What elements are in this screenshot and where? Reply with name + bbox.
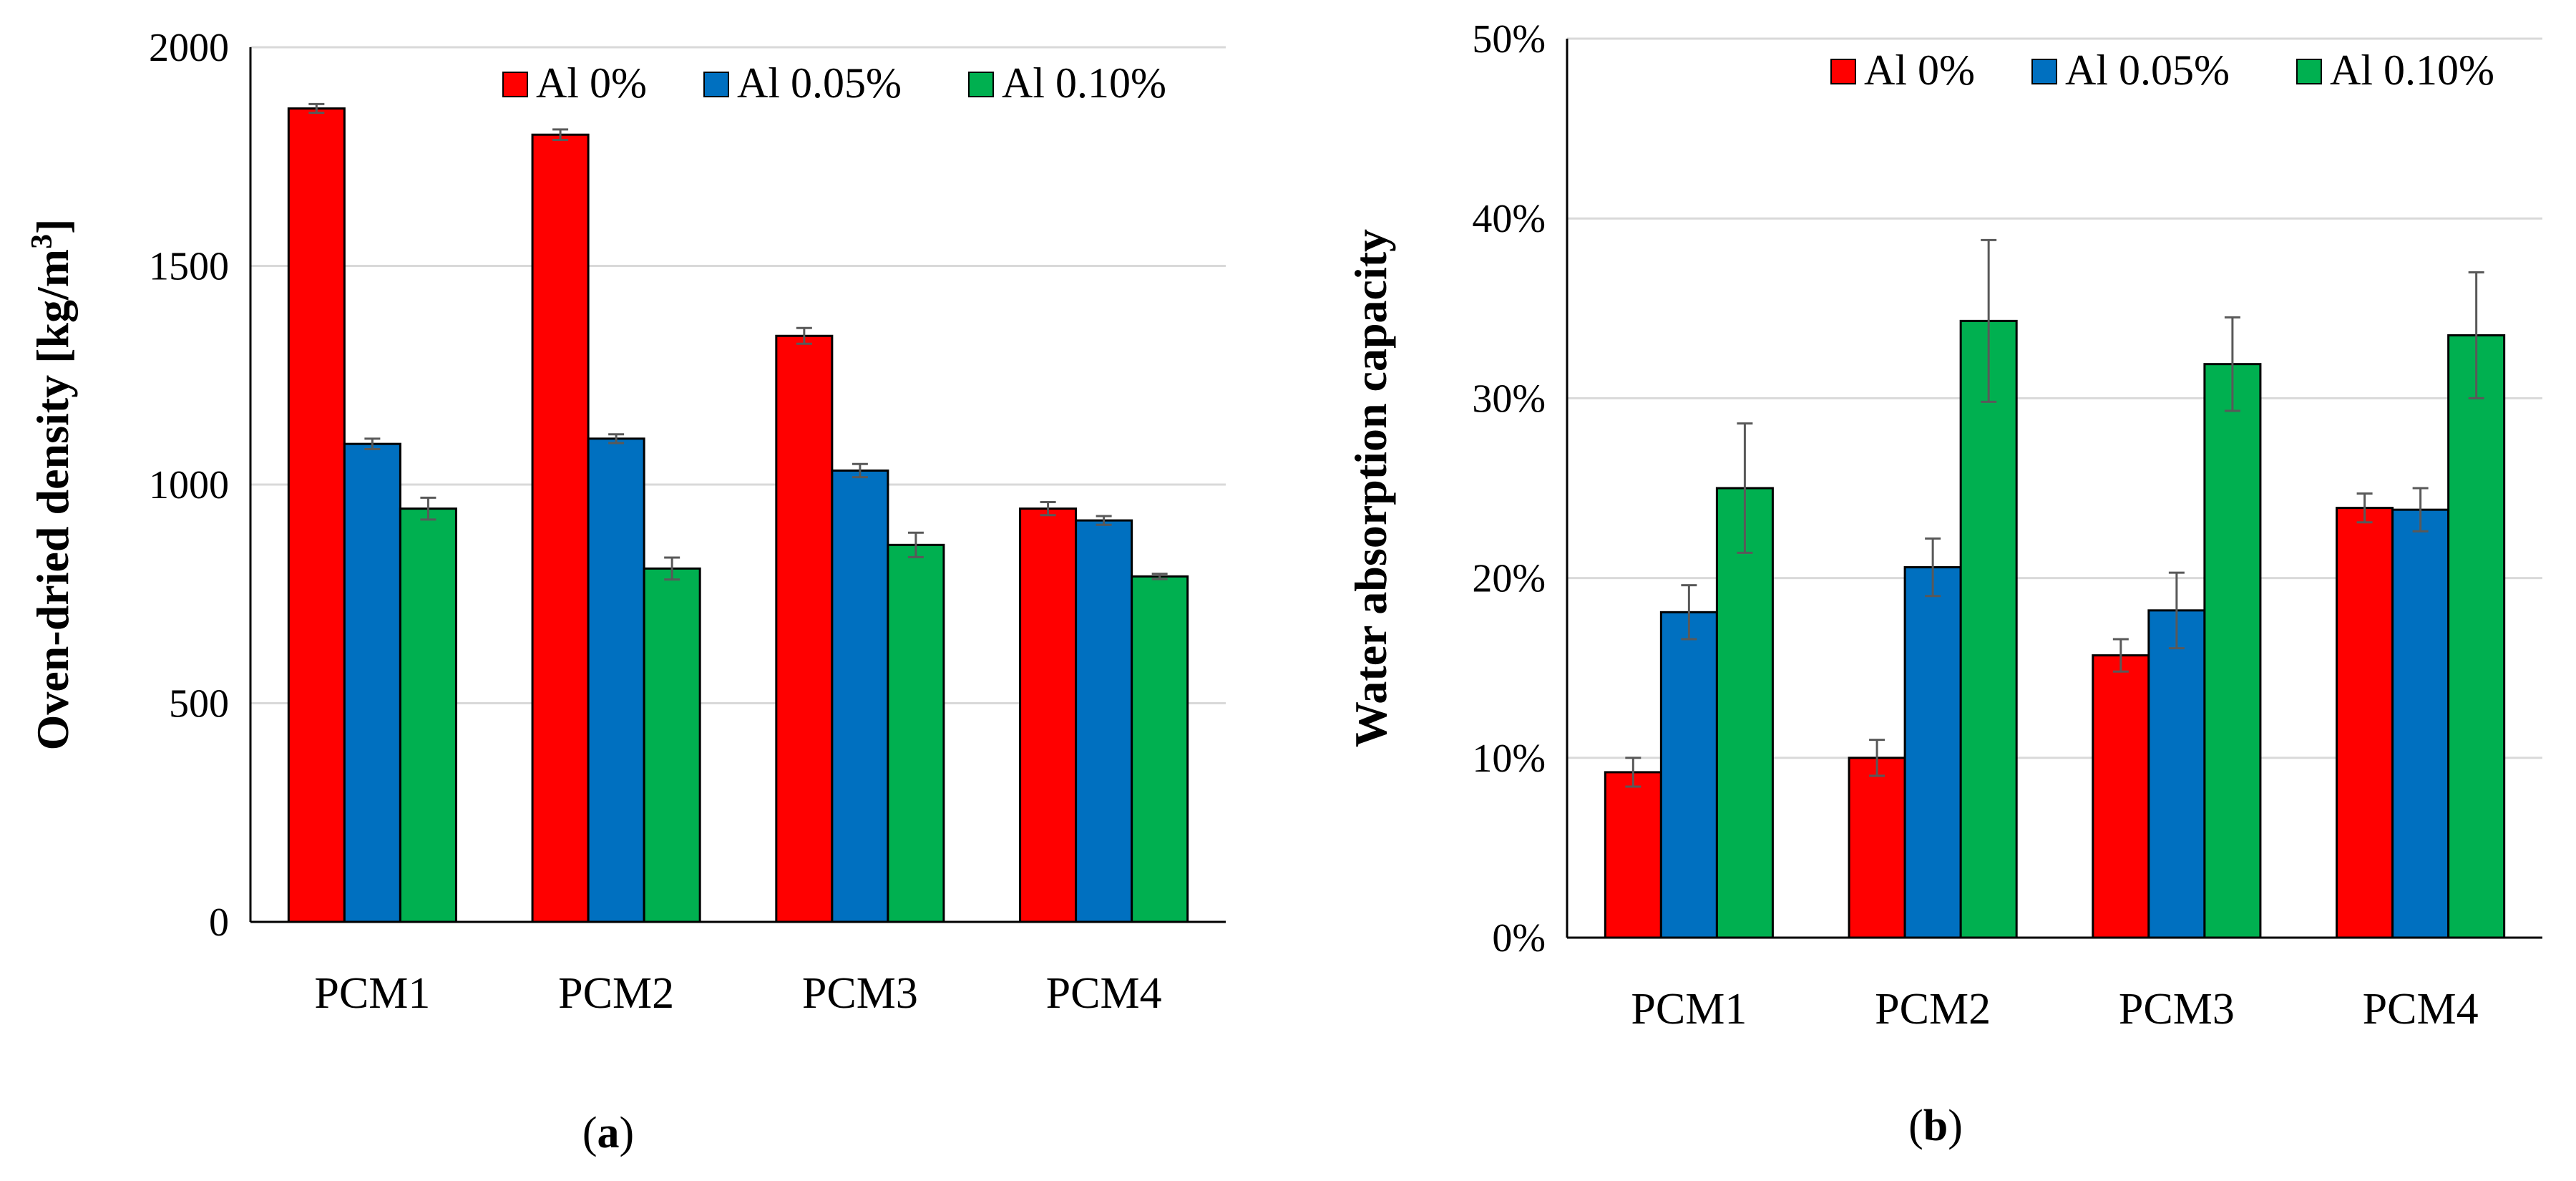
legend-label: Al 0.05%	[737, 59, 902, 107]
y-tick-label: 500	[169, 682, 229, 726]
y-tick-label: 0%	[1492, 916, 1546, 961]
legend-swatch	[968, 72, 994, 97]
bar	[1075, 519, 1133, 923]
bar	[343, 442, 401, 923]
bar	[831, 469, 889, 923]
y-axis-label: Water absorption capacity	[1345, 229, 1396, 747]
panel-label: (b)	[1908, 1102, 1963, 1150]
legend-label: Al 0%	[1864, 47, 1975, 94]
x-tick-label: PCM3	[802, 969, 918, 1018]
y-tick-label: 1500	[149, 245, 229, 289]
bar	[1604, 771, 1662, 939]
bar	[587, 437, 645, 923]
x-tick-label: PCM4	[1046, 969, 1162, 1018]
legend-swatch	[703, 72, 729, 97]
panel-b-water-absorption-chart: 0% 10% 20% 30% 40% 50% PCM1 PCM2 PCM3 PCM4 Water a…	[1345, 17, 2542, 1150]
x-tick-label: PCM1	[1631, 985, 1747, 1034]
y-tick-label: 1000	[149, 463, 229, 507]
x-tick-label: PCM2	[1875, 985, 1991, 1034]
bar	[1715, 487, 1774, 939]
bar	[1019, 507, 1078, 923]
bar	[2203, 363, 2262, 939]
x-tick-label: PCM4	[2363, 985, 2479, 1034]
bar	[775, 334, 834, 923]
legend-swatch	[502, 72, 528, 97]
x-tick-label: PCM3	[2119, 985, 2235, 1034]
y-tick-label: 50%	[1472, 17, 1546, 62]
bar	[287, 107, 346, 923]
bar	[531, 133, 590, 923]
bar	[1903, 566, 1962, 939]
bar	[643, 567, 701, 923]
legend-label: Al 0%	[536, 59, 647, 107]
y-tick-label: 20%	[1472, 557, 1546, 601]
y-tick-label: 10%	[1472, 737, 1546, 781]
y-tick-label: 30%	[1472, 376, 1546, 421]
legend-swatch	[1830, 59, 1856, 84]
x-tick-label: PCM2	[558, 969, 674, 1018]
bar	[2447, 334, 2506, 939]
legend-label: Al 0.10%	[1002, 59, 1166, 107]
bar	[1131, 575, 1189, 923]
bar	[2391, 508, 2450, 939]
panel-a-density-chart: 0 500 1000 1500 2000 PCM1 PCM2 PCM3 PCM4 Oven-dri…	[26, 26, 1226, 1157]
panel-label: (a)	[582, 1109, 634, 1157]
bar	[1959, 319, 2018, 939]
y-tick-label: 40%	[1472, 197, 1546, 241]
x-tick-label: PCM1	[314, 969, 430, 1018]
legend-label: Al 0.05%	[2065, 47, 2230, 94]
legend-swatch	[2031, 59, 2057, 84]
y-axis-label: Oven-dried density [kg/m3]	[26, 219, 78, 751]
bar	[2147, 609, 2206, 939]
bar	[2336, 507, 2394, 939]
bar	[399, 507, 457, 923]
legend-label: Al 0.10%	[2330, 47, 2494, 94]
y-tick-label: 0	[209, 900, 229, 945]
bar	[887, 543, 945, 923]
legend-swatch	[2296, 59, 2322, 84]
bar	[2092, 654, 2150, 939]
y-tick-label: 2000	[149, 26, 229, 70]
bar	[1848, 757, 1906, 939]
bar	[1659, 611, 1718, 939]
